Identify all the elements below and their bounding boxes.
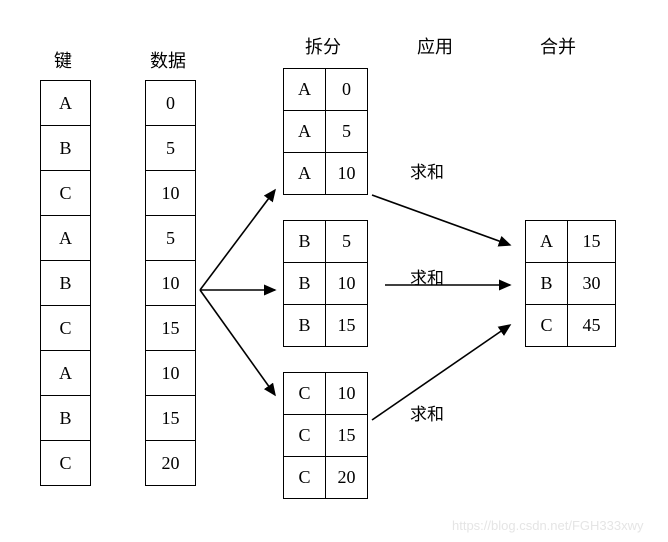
data-table-cell: 10 xyxy=(146,261,196,306)
header-split: 拆分 xyxy=(305,33,341,59)
sum-label-1: 求和 xyxy=(410,158,444,183)
sum-arrow-1 xyxy=(372,195,510,245)
data-table-cell: 15 xyxy=(146,396,196,441)
header-apply: 应用 xyxy=(417,33,453,59)
split-val-cell: 0 xyxy=(326,69,368,111)
result-key-cell: A xyxy=(526,221,568,263)
header-data: 数据 xyxy=(150,47,186,73)
keys-table-cell: B xyxy=(41,261,91,306)
split-table-a: A0A5A10 xyxy=(283,68,368,195)
header-keys: 键 xyxy=(54,47,72,73)
keys-table-cell: C xyxy=(41,306,91,351)
split-val-cell: 10 xyxy=(326,263,368,305)
split-val-cell: 15 xyxy=(326,305,368,347)
sum-label-2: 求和 xyxy=(410,264,444,289)
keys-table-cell: B xyxy=(41,126,91,171)
split-key-cell: C xyxy=(284,457,326,499)
data-table-cell: 15 xyxy=(146,306,196,351)
fan-arrow-3 xyxy=(200,290,275,395)
split-val-cell: 10 xyxy=(326,153,368,195)
result-key-cell: B xyxy=(526,263,568,305)
split-key-cell: C xyxy=(284,373,326,415)
split-val-cell: 5 xyxy=(326,111,368,153)
keys-table-cell: C xyxy=(41,171,91,216)
split-key-cell: C xyxy=(284,415,326,457)
keys-table-cell: A xyxy=(41,216,91,261)
fan-arrow-1 xyxy=(200,190,275,290)
split-val-cell: 15 xyxy=(326,415,368,457)
result-key-cell: C xyxy=(526,305,568,347)
result-val-cell: 15 xyxy=(568,221,616,263)
sum-label-3: 求和 xyxy=(410,400,444,425)
split-key-cell: A xyxy=(284,111,326,153)
keys-table-cell: A xyxy=(41,81,91,126)
split-table-c: C10C15C20 xyxy=(283,372,368,499)
split-val-cell: 10 xyxy=(326,373,368,415)
split-val-cell: 5 xyxy=(326,221,368,263)
result-val-cell: 30 xyxy=(568,263,616,305)
keys-table: ABCABCABC xyxy=(40,80,91,486)
split-table-b: B5B10B15 xyxy=(283,220,368,347)
data-table-cell: 10 xyxy=(146,351,196,396)
data-table-cell: 0 xyxy=(146,81,196,126)
watermark: https://blog.csdn.net/FGH333xwy xyxy=(452,518,643,533)
result-val-cell: 45 xyxy=(568,305,616,347)
data-table: 051051015101520 xyxy=(145,80,196,486)
split-key-cell: A xyxy=(284,153,326,195)
keys-table-cell: A xyxy=(41,351,91,396)
data-table-cell: 5 xyxy=(146,126,196,171)
header-combine: 合并 xyxy=(540,33,576,59)
data-table-cell: 5 xyxy=(146,216,196,261)
split-key-cell: B xyxy=(284,305,326,347)
split-val-cell: 20 xyxy=(326,457,368,499)
data-table-cell: 10 xyxy=(146,171,196,216)
split-key-cell: B xyxy=(284,263,326,305)
result-table: A15B30C45 xyxy=(525,220,616,347)
split-key-cell: A xyxy=(284,69,326,111)
data-table-cell: 20 xyxy=(146,441,196,486)
keys-table-cell: B xyxy=(41,396,91,441)
split-key-cell: B xyxy=(284,221,326,263)
keys-table-cell: C xyxy=(41,441,91,486)
